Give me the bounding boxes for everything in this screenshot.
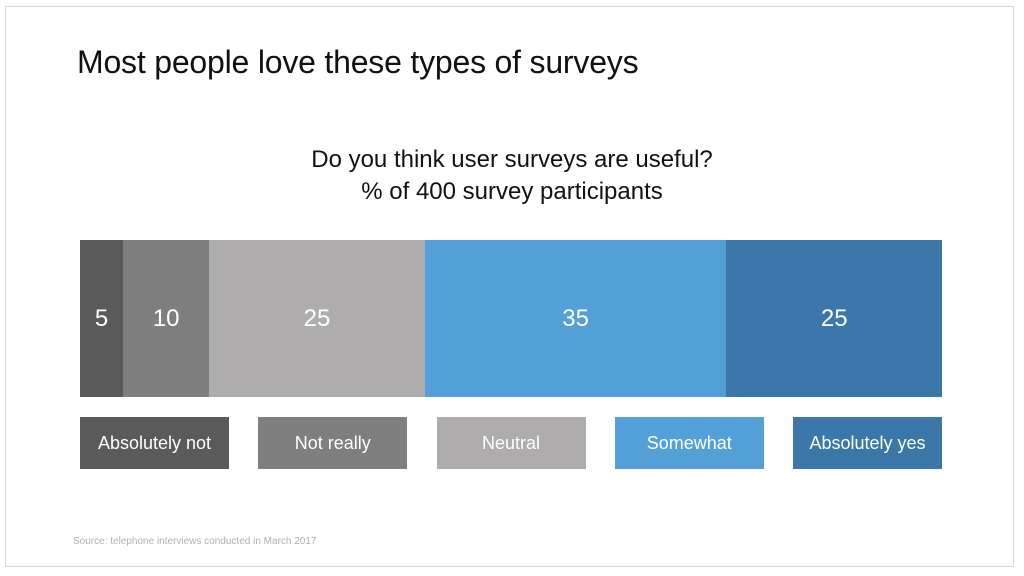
bar-value-label: 5 — [94, 304, 109, 332]
source-note: Source: telephone interviews conducted i… — [73, 536, 317, 547]
legend-item-not-really: Not really — [258, 417, 408, 469]
bar-segment-neutral: 25 — [209, 240, 425, 397]
legend-item-absolutely-yes: Absolutely yes — [793, 417, 942, 469]
chart-subtitle: % of 400 survey participants — [361, 178, 663, 205]
legend-item-somewhat: Somewhat — [614, 417, 764, 469]
bar-segment-absolutely-not: 5 — [80, 240, 124, 397]
bar-value-label: 35 — [562, 304, 589, 332]
bar-segment-somewhat: 35 — [424, 240, 727, 397]
bar-value-label: 25 — [303, 304, 331, 332]
bar-segment-not-really: 10 — [123, 240, 210, 397]
bar-value-label: 10 — [152, 304, 180, 332]
chart-title: Do you think user surveys are useful? — [311, 146, 713, 173]
legend-item-neutral: Neutral — [436, 417, 586, 469]
stacked-bar: 5 10 25 35 25 — [80, 240, 942, 397]
bar-value-label: 25 — [820, 304, 848, 332]
legend-item-absolutely-not: Absolutely not — [80, 417, 229, 469]
bar-segment-absolutely-yes: 25 — [726, 240, 942, 397]
slide-title: Most people love these types of surveys — [77, 44, 639, 80]
